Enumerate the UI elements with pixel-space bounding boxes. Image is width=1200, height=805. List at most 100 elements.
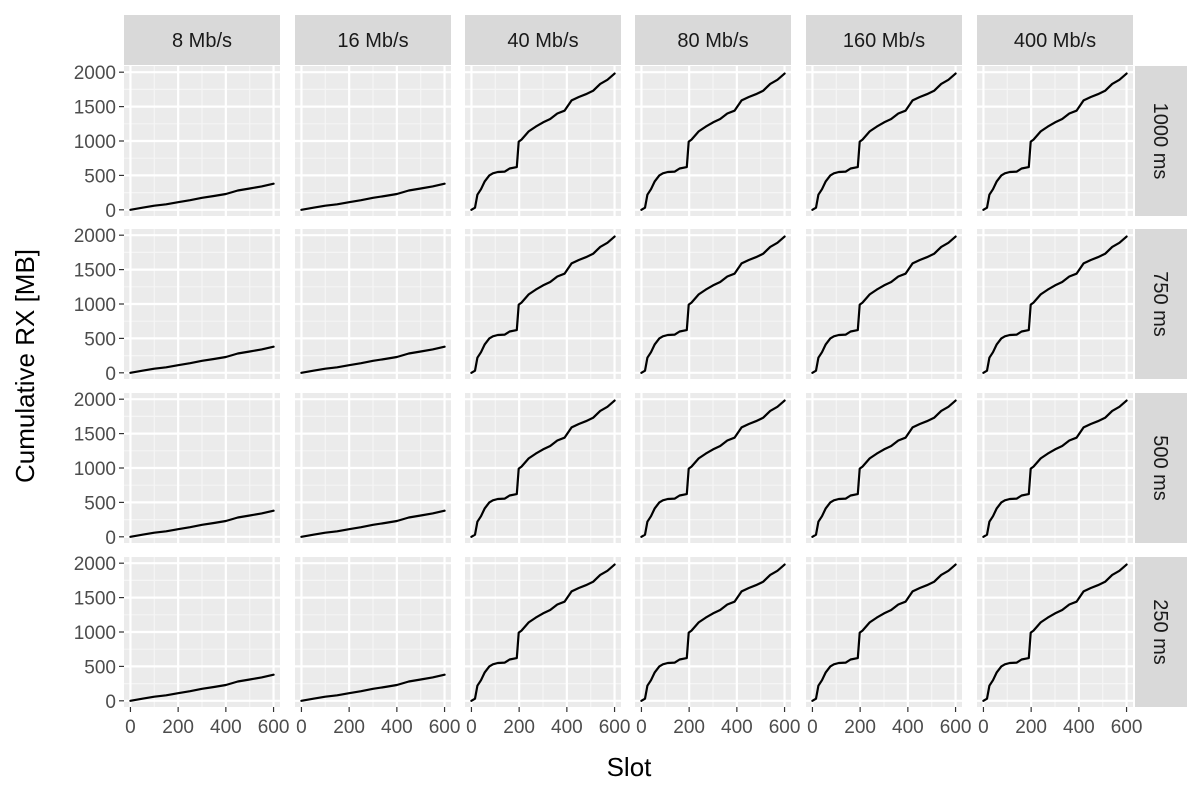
panel <box>295 229 451 379</box>
column-strip-label: 80 Mb/s <box>677 30 748 52</box>
x-tick-label: 200 <box>503 717 535 738</box>
x-tick-label: 0 <box>466 717 477 738</box>
series-line <box>129 182 275 211</box>
x-tick-label: 0 <box>636 717 647 738</box>
series-line <box>640 235 786 374</box>
column-strip: 16 Mb/s <box>295 15 451 65</box>
y-tick-label: 1500 <box>74 261 116 282</box>
y-tick-label: 1000 <box>74 623 116 644</box>
column-strip-label: 8 Mb/s <box>172 30 232 52</box>
column-strip: 8 Mb/s <box>124 15 280 65</box>
x-tick-label: 200 <box>1015 717 1047 738</box>
column-strip-label: 160 Mb/s <box>843 30 925 52</box>
column-strip-label: 400 Mb/s <box>1014 30 1096 52</box>
series-line <box>640 72 786 211</box>
series-line <box>300 673 446 702</box>
column-strip-background <box>124 15 280 65</box>
series-line <box>811 399 957 538</box>
series-line <box>982 399 1128 538</box>
panel <box>977 229 1133 379</box>
x-tick-label: 400 <box>381 717 413 738</box>
row-strip-label: 250 ms <box>1149 599 1171 665</box>
panel <box>295 393 451 543</box>
y-tick-label: 500 <box>84 329 116 350</box>
y-tick-label: 500 <box>84 657 116 678</box>
y-tick-label: 0 <box>105 692 116 713</box>
series-line <box>470 235 616 374</box>
y-tick-label: 0 <box>105 364 116 385</box>
y-axis-title: Cumulative RX [MB] <box>10 249 40 483</box>
row-strip-background <box>1135 557 1187 707</box>
x-tick-label: 200 <box>844 717 876 738</box>
panel <box>806 66 962 216</box>
row-strip: 750 ms <box>1135 229 1187 379</box>
panel <box>635 229 791 379</box>
column-strip: 160 Mb/s <box>806 15 962 65</box>
row-strip-background <box>1135 66 1187 216</box>
x-tick-label: 0 <box>125 717 136 738</box>
x-tick-label: 400 <box>892 717 924 738</box>
column-strip-background <box>295 15 451 65</box>
series-line <box>640 563 786 702</box>
y-tick-label: 1000 <box>74 459 116 480</box>
column-strip-background <box>465 15 621 65</box>
x-tick-label: 600 <box>1111 717 1143 738</box>
series-line <box>470 399 616 538</box>
x-tick-label: 400 <box>210 717 242 738</box>
series-line <box>982 563 1128 702</box>
column-strip: 40 Mb/s <box>465 15 621 65</box>
y-tick-label: 0 <box>105 201 116 222</box>
y-tick-label: 500 <box>84 493 116 514</box>
row-strip-label: 750 ms <box>1149 271 1171 337</box>
column-strip: 80 Mb/s <box>635 15 791 65</box>
row-strip: 1000 ms <box>1135 66 1187 216</box>
panel <box>465 393 621 543</box>
column-strip-background <box>635 15 791 65</box>
x-tick-label: 400 <box>1063 717 1095 738</box>
x-tick-label: 200 <box>333 717 365 738</box>
series-line <box>129 509 275 538</box>
panel: 0 200 400 600 <box>635 557 800 738</box>
x-tick-label: 0 <box>807 717 818 738</box>
panel <box>635 66 791 216</box>
panel <box>465 229 621 379</box>
y-tick-label: 2000 <box>74 63 116 84</box>
series-line <box>811 563 957 702</box>
series-line <box>982 235 1128 374</box>
panel: 0 500 1000 1500 2000 0 200 400 600 <box>74 554 290 738</box>
panel: 0 200 400 600 <box>465 557 630 738</box>
y-tick-label: 1000 <box>74 295 116 316</box>
column-strip: 400 Mb/s <box>977 15 1133 65</box>
panel <box>977 393 1133 543</box>
series-line <box>300 182 446 211</box>
x-tick-label: 200 <box>673 717 705 738</box>
row-strip-label: 1000 ms <box>1149 103 1171 180</box>
series-line <box>129 345 275 374</box>
panel <box>465 66 621 216</box>
y-tick-label: 1000 <box>74 132 116 153</box>
series-line <box>470 563 616 702</box>
column-strip-label: 40 Mb/s <box>507 30 578 52</box>
x-tick-label: 400 <box>551 717 583 738</box>
x-tick-label: 400 <box>721 717 753 738</box>
series-line <box>811 72 957 211</box>
x-tick-label: 600 <box>940 717 972 738</box>
column-strip-label: 16 Mb/s <box>337 30 408 52</box>
x-tick-label: 0 <box>296 717 307 738</box>
y-tick-label: 500 <box>84 166 116 187</box>
series-line <box>470 72 616 211</box>
panel: 0 200 400 600 <box>806 557 971 738</box>
panel: 0 500 1000 1500 2000 <box>74 390 280 549</box>
panel: 0 500 1000 1500 2000 <box>74 226 280 385</box>
series-line <box>811 235 957 374</box>
y-tick-label: 2000 <box>74 554 116 575</box>
series-line <box>300 345 446 374</box>
column-strip-background <box>806 15 962 65</box>
row-strip-label: 500 ms <box>1149 435 1171 501</box>
panel: 0 200 400 600 <box>295 557 460 738</box>
y-tick-label: 0 <box>105 528 116 549</box>
x-tick-label: 0 <box>978 717 989 738</box>
row-strip: 250 ms <box>1135 557 1187 707</box>
